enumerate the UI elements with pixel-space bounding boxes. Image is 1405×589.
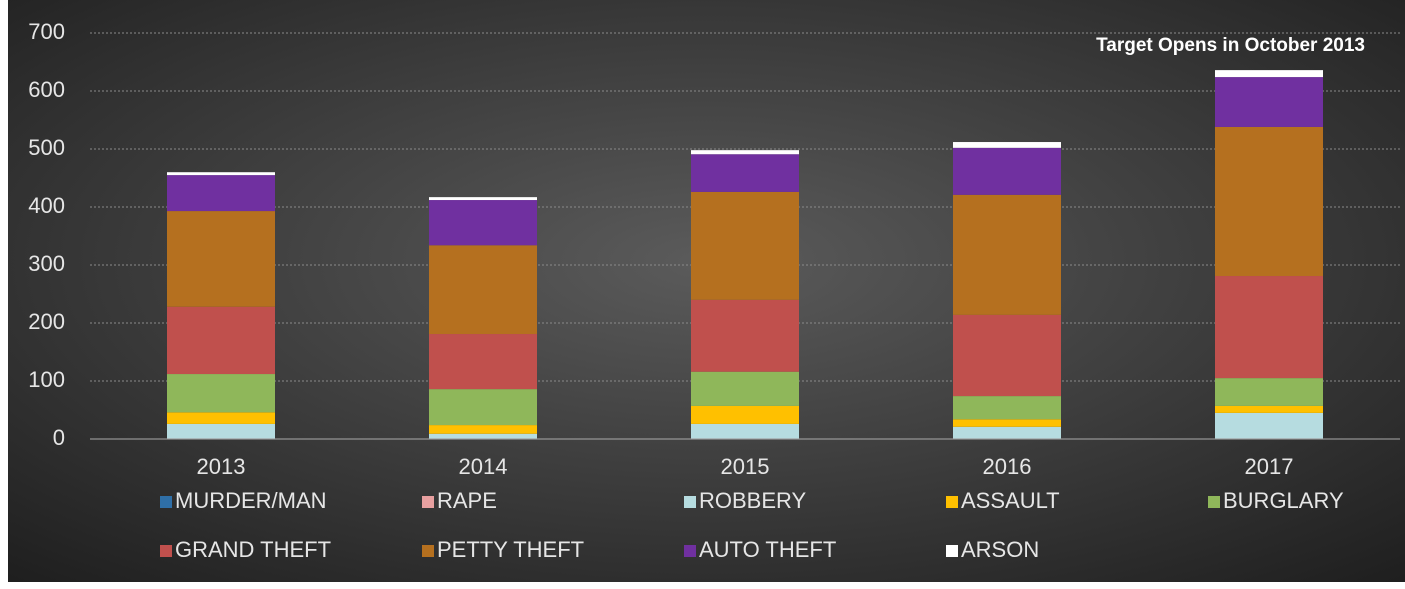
- bar-segment: [167, 172, 275, 176]
- bar-segment: [953, 396, 1061, 420]
- x-tick-label: 2016: [983, 454, 1032, 479]
- bar-segment: [691, 154, 799, 192]
- bar-segment: [1215, 405, 1323, 413]
- bar-segment: [167, 412, 275, 424]
- legend-swatch: [684, 545, 696, 557]
- bar-segment: [953, 419, 1061, 427]
- y-tick-label: 300: [28, 251, 65, 276]
- bar-segment: [167, 211, 275, 307]
- legend-label: ASSAULT: [961, 488, 1060, 513]
- x-tick-label: 2014: [459, 454, 508, 479]
- bar-segment: [953, 426, 1061, 439]
- legend-label: GRAND THEFT: [175, 537, 331, 562]
- legend-label: BURGLARY: [1223, 488, 1344, 513]
- bar-segment: [429, 245, 537, 335]
- bar-segment: [167, 374, 275, 413]
- bar-segment: [691, 371, 799, 406]
- legend-label: RAPE: [437, 488, 497, 513]
- legend-label: MURDER/MAN: [175, 488, 327, 513]
- bar-segment: [1215, 70, 1323, 78]
- bar-segment: [1215, 412, 1323, 439]
- legend-swatch: [160, 496, 172, 508]
- legend-label: ARSON: [961, 537, 1039, 562]
- bar-segment: [1215, 77, 1323, 127]
- bar-segment: [691, 191, 799, 300]
- y-tick-label: 0: [53, 425, 65, 450]
- bar-segment: [691, 150, 799, 155]
- bar-segment: [953, 142, 1061, 148]
- bar-segment: [1215, 126, 1323, 277]
- y-tick-label: 200: [28, 309, 65, 334]
- annotation: Target Opens in October 2013: [1096, 35, 1365, 56]
- x-tick-label: 2013: [197, 454, 246, 479]
- legend-swatch: [684, 496, 696, 508]
- bar-segment: [429, 197, 537, 201]
- legend-swatch: [946, 545, 958, 557]
- bar-segment: [429, 334, 537, 390]
- legend-label: AUTO THEFT: [699, 537, 836, 562]
- bar-segment: [953, 194, 1061, 315]
- legend-label: PETTY THEFT: [437, 537, 584, 562]
- y-tick-label: 600: [28, 77, 65, 102]
- bar-segment: [429, 389, 537, 426]
- y-tick-label: 100: [28, 367, 65, 392]
- legend-swatch: [422, 496, 434, 508]
- bar-segment: [429, 425, 537, 434]
- bar-segment: [429, 200, 537, 246]
- bar-segment: [691, 405, 799, 424]
- bar-segment: [167, 423, 275, 439]
- bar-segment: [953, 314, 1061, 397]
- bar-segment: [429, 433, 537, 439]
- legend-swatch: [160, 545, 172, 557]
- legend-swatch: [1208, 496, 1220, 508]
- bar-segment: [691, 299, 799, 372]
- bar-segment: [167, 306, 275, 375]
- x-tick-label: 2015: [721, 454, 770, 479]
- bar-segment: [691, 423, 799, 439]
- y-tick-label: 700: [28, 19, 65, 44]
- bar-segment: [1215, 378, 1323, 406]
- bar-segment: [1215, 276, 1323, 379]
- x-tick-label: 2017: [1245, 454, 1294, 479]
- y-tick-label: 400: [28, 193, 65, 218]
- legend-swatch: [946, 496, 958, 508]
- bar-segment: [167, 175, 275, 212]
- legend-label: ROBBERY: [699, 488, 807, 513]
- bar-segment: [953, 147, 1061, 195]
- y-tick-label: 500: [28, 135, 65, 160]
- legend-swatch: [422, 545, 434, 557]
